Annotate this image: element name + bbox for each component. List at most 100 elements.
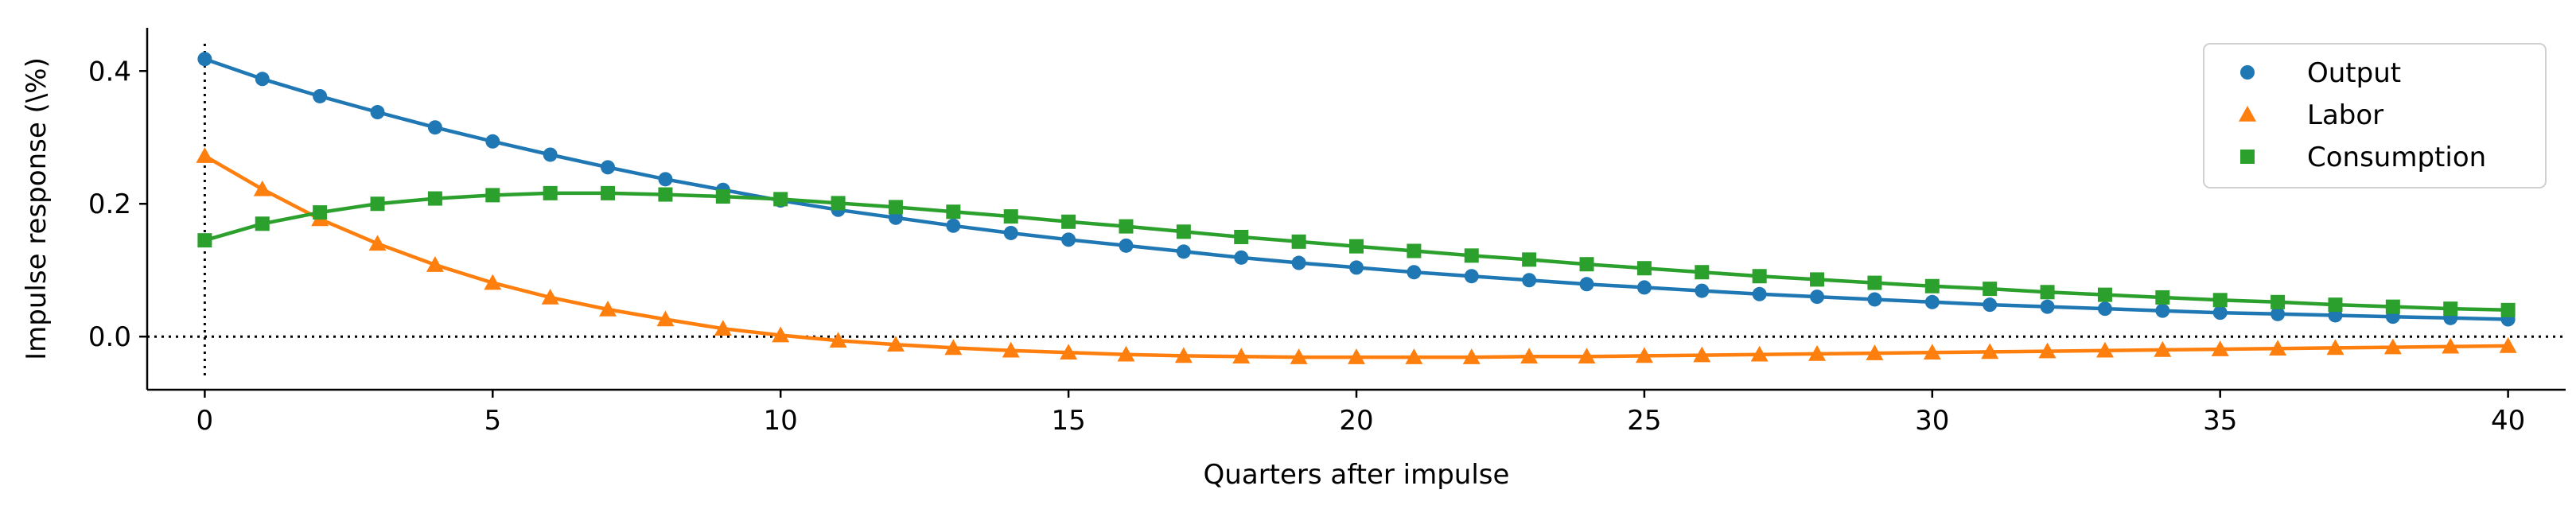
consumption-point <box>946 204 961 220</box>
x-tick-label: 25 <box>1627 405 1661 437</box>
labor-point <box>484 274 502 290</box>
labor-point <box>368 235 387 251</box>
labor-point <box>886 336 905 352</box>
output-point <box>1061 232 1076 247</box>
consumption-point <box>715 189 730 204</box>
output-point <box>313 88 328 103</box>
labor-point <box>1232 348 1251 364</box>
y-tick-label: 0.4 <box>88 56 131 87</box>
labor-point <box>1808 344 1827 361</box>
x-tick-label: 20 <box>1339 405 1373 437</box>
consumption-point <box>1752 269 1767 284</box>
consumption-point <box>485 188 500 203</box>
consumption-point <box>2097 287 2112 302</box>
legend: Output Labor Consumption <box>2203 43 2547 188</box>
consumption-point <box>2155 290 2170 305</box>
labor-point <box>1002 341 1020 358</box>
labor-point <box>772 326 790 343</box>
consumption-point <box>1349 239 1364 254</box>
labor-point <box>2038 342 2057 359</box>
legend-label-labor: Labor <box>2307 99 2383 131</box>
consumption-point <box>1119 219 1134 234</box>
consumption-point <box>1695 265 1710 280</box>
labor-point <box>1174 347 1193 363</box>
consumption-point <box>255 216 270 231</box>
labor-point <box>2499 336 2517 353</box>
labor-point <box>714 320 732 336</box>
consumption-point <box>2040 285 2055 300</box>
consumption-point <box>2385 299 2400 314</box>
output-point <box>197 52 212 67</box>
output-point <box>1234 250 1249 265</box>
consumption-point <box>1924 278 1940 293</box>
output-point <box>1636 280 1652 295</box>
output-point <box>1810 290 1825 305</box>
x-axis-label: Quarters after impulse <box>1204 459 1510 491</box>
output-point <box>1983 297 1998 313</box>
consumption-point <box>2328 297 2343 313</box>
labor-point <box>1405 348 1423 364</box>
consumption-point <box>1061 214 1076 229</box>
legend-marker-output <box>2240 65 2255 80</box>
axes: 0 5 10 15 20 25 30 35 40 0.0 0.2 0.4 <box>88 28 2566 437</box>
output-point <box>427 120 442 135</box>
output-point <box>1752 286 1767 301</box>
output-point <box>485 134 500 149</box>
consumption-point <box>1522 252 1537 267</box>
consumption-point <box>543 185 558 200</box>
output-point <box>1407 265 1422 280</box>
output-point <box>2155 303 2170 318</box>
consumption-point <box>427 191 442 206</box>
x-tick-label: 10 <box>764 405 798 437</box>
labor-point <box>426 256 444 272</box>
labor-point <box>1117 345 1135 362</box>
labor-point <box>1635 347 1653 363</box>
consumption-point <box>370 196 385 212</box>
consumption-point <box>658 187 673 202</box>
legend-label-consumption: Consumption <box>2307 142 2486 173</box>
labor-point <box>1578 348 1596 364</box>
consumption-point <box>1636 261 1652 276</box>
x-tick-label: 30 <box>1915 405 1949 437</box>
labor-point <box>2269 340 2287 356</box>
consumption-point <box>1983 282 1998 297</box>
consumption-point <box>1810 272 1825 287</box>
consumption-point <box>1176 224 1191 239</box>
consumption-point <box>1464 248 1479 263</box>
x-tick-label: 15 <box>1051 405 1085 437</box>
labor-point <box>1060 344 1078 360</box>
labor-point <box>1923 344 1941 360</box>
labor-point <box>2326 339 2344 356</box>
consumption-point <box>1867 275 1882 290</box>
labor-point <box>196 147 214 163</box>
consumption-point <box>2443 301 2458 317</box>
output-point <box>1464 269 1479 284</box>
y-tick-label: 0.2 <box>88 188 131 220</box>
output-point <box>1924 294 1940 309</box>
consumption-point <box>2212 293 2228 308</box>
series-consumption <box>197 185 2516 317</box>
labor-point <box>2442 337 2460 354</box>
labor-point <box>944 339 963 356</box>
output-point <box>1003 225 1018 240</box>
output-point <box>1695 283 1710 298</box>
x-tick-label: 35 <box>2203 405 2237 437</box>
output-point <box>1867 292 1882 307</box>
output-point <box>1349 260 1364 275</box>
labor-point <box>599 300 617 317</box>
x-tick-label: 5 <box>484 405 501 437</box>
output-point <box>370 105 385 120</box>
output-point <box>2040 299 2055 314</box>
x-tick-label: 40 <box>2491 405 2525 437</box>
legend-marker-consumption <box>2240 150 2255 164</box>
output-point <box>1119 238 1134 253</box>
output-point <box>2097 301 2112 317</box>
labor-point <box>656 310 675 327</box>
series-output <box>197 52 2516 327</box>
labor-point <box>541 288 559 305</box>
consumption-point <box>313 205 328 220</box>
consumption-point <box>601 185 616 200</box>
labor-point <box>1866 344 1884 360</box>
labor-point <box>1348 348 1365 364</box>
y-axis-label: Impulse response (\%) <box>21 57 53 360</box>
